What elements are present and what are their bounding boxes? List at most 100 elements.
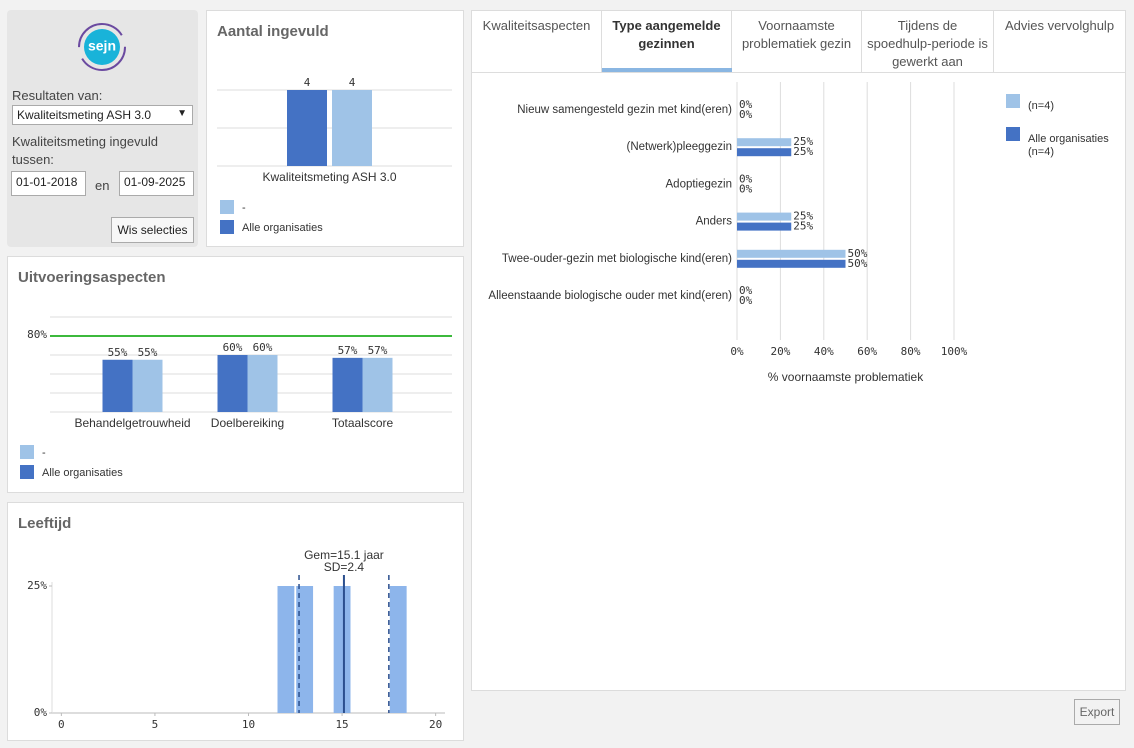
bar <box>333 586 351 713</box>
x-tick-label: 20% <box>770 345 790 358</box>
results-label: Resultaten van: <box>12 88 103 103</box>
y-tick-label: Adoptiegezin <box>666 178 733 190</box>
x-axis-label: % voornaamste problematiek <box>768 370 924 384</box>
x-tick-label: Kwaliteitsmeting ASH 3.0 <box>262 170 396 184</box>
legend-label: - <box>242 202 246 214</box>
value-label: 25% <box>793 210 813 223</box>
y-tick-label: Anders <box>696 216 733 228</box>
clear-button[interactable]: Wis selecties <box>111 217 194 243</box>
logo-text: sejn <box>88 38 116 54</box>
legend-label: (n=4) <box>1028 100 1054 112</box>
value-label: 55% <box>108 346 128 359</box>
chart-title: Uitvoeringsaspecten <box>18 269 166 286</box>
legend-label: Alle organisaties (n=4) <box>1028 133 1109 158</box>
value-label: 25% <box>793 145 813 158</box>
value-label: 50% <box>848 257 868 270</box>
mean-label: Gem=15.1 jaar <box>304 548 384 562</box>
reference-label: 80% <box>27 328 47 341</box>
y-tick-label: Twee-ouder-gezin met biologische kind(er… <box>502 253 732 265</box>
bar <box>247 355 278 412</box>
bar <box>737 138 792 147</box>
x-tick-label: Totaalscore <box>332 416 394 430</box>
value-label: 57% <box>338 344 358 357</box>
x-tick-label: 80% <box>901 345 921 358</box>
bar <box>389 586 407 713</box>
x-tick-label: Doelbereiking <box>211 416 284 430</box>
value-label: 60% <box>253 341 273 354</box>
value-label: 0% <box>739 108 753 121</box>
value-label: 0% <box>739 284 753 297</box>
legend-label: Alle organisaties <box>42 467 123 479</box>
sd-label: SD=2.4 <box>324 560 365 574</box>
legend-swatch <box>1006 127 1020 141</box>
bar <box>737 222 792 231</box>
bar <box>102 359 133 412</box>
bar <box>287 90 327 166</box>
value-label: 57% <box>368 344 388 357</box>
legend-swatch <box>20 445 34 459</box>
x-tick-label: Behandelgetrouwheid <box>74 416 190 430</box>
value-label: 0% <box>739 98 753 111</box>
date-separator: en <box>95 178 110 193</box>
logo-circle <box>84 29 120 65</box>
x-tick-label: 20 <box>429 718 442 731</box>
results-select[interactable]: Kwaliteitsmeting ASH 3.0 ▼ <box>12 105 193 125</box>
legend-swatch <box>20 465 34 479</box>
value-label: 25% <box>793 135 813 148</box>
y-tick-label: 0% <box>34 706 48 719</box>
date-from[interactable]: 01-01-2018 <box>11 171 86 196</box>
age-panel <box>7 502 464 741</box>
x-tick-label: 15 <box>335 718 348 731</box>
value-label: 0% <box>739 182 753 195</box>
legend-swatch <box>1006 94 1020 108</box>
x-tick-label: 40% <box>814 345 834 358</box>
y-tick-label: (Netwerk)pleeggezin <box>627 141 732 153</box>
value-label: 60% <box>223 341 243 354</box>
bar <box>132 359 163 412</box>
period-label: Kwaliteitsmeting ingevuld tussen: <box>12 134 158 167</box>
bar <box>217 355 248 412</box>
select-text: Kwaliteitsmeting ASH 3.0 <box>17 108 152 122</box>
value-label: 25% <box>793 220 813 233</box>
value-label: 55% <box>138 346 158 359</box>
value-label: 4 <box>304 76 311 89</box>
bar <box>296 586 314 713</box>
y-tick-label: Nieuw samengesteld gezin met kind(eren) <box>517 104 732 116</box>
active-tab-underline <box>602 68 732 72</box>
tab-panel <box>471 10 1126 691</box>
x-tick-label: 60% <box>857 345 877 358</box>
bar <box>332 357 363 412</box>
y-tick-label: Alleenstaande biologische ouder met kind… <box>488 290 732 302</box>
bar <box>277 586 295 713</box>
value-label: 0% <box>739 294 753 307</box>
y-tick-label: 25% <box>27 579 47 592</box>
tab[interactable]: Kwaliteitsaspecten <box>472 11 602 72</box>
bar <box>737 148 792 157</box>
value-label: 4 <box>349 76 356 89</box>
export-button[interactable]: Export <box>1074 699 1120 725</box>
bar <box>737 212 792 221</box>
tab[interactable]: Tijdens de spoedhulp-periode is gewerkt … <box>862 11 994 72</box>
x-tick-label: 0 <box>58 718 65 731</box>
legend-label: - <box>42 447 46 459</box>
x-tick-label: 10 <box>242 718 255 731</box>
chart-title: Leeftijd <box>18 515 71 532</box>
legend-swatch <box>220 220 234 234</box>
legend-label: Alle organisaties <box>242 222 323 234</box>
x-tick-label: 5 <box>152 718 159 731</box>
bar <box>737 259 846 268</box>
x-tick-label: 100% <box>941 345 968 358</box>
tab[interactable]: Advies vervolghulp <box>1004 18 1115 33</box>
legend-swatch <box>220 200 234 214</box>
bar <box>332 90 372 166</box>
chart-title: Aantal ingevuld <box>217 23 329 40</box>
x-tick-label: 0% <box>730 345 744 358</box>
value-label: 0% <box>739 172 753 185</box>
bar <box>737 249 846 258</box>
tab[interactable]: Voornaamste problematiek gezin <box>732 11 862 72</box>
date-to[interactable]: 01-09-2025 <box>119 171 194 196</box>
bar <box>362 357 393 412</box>
tab[interactable]: Type aangemelde gezinnen <box>602 11 732 72</box>
